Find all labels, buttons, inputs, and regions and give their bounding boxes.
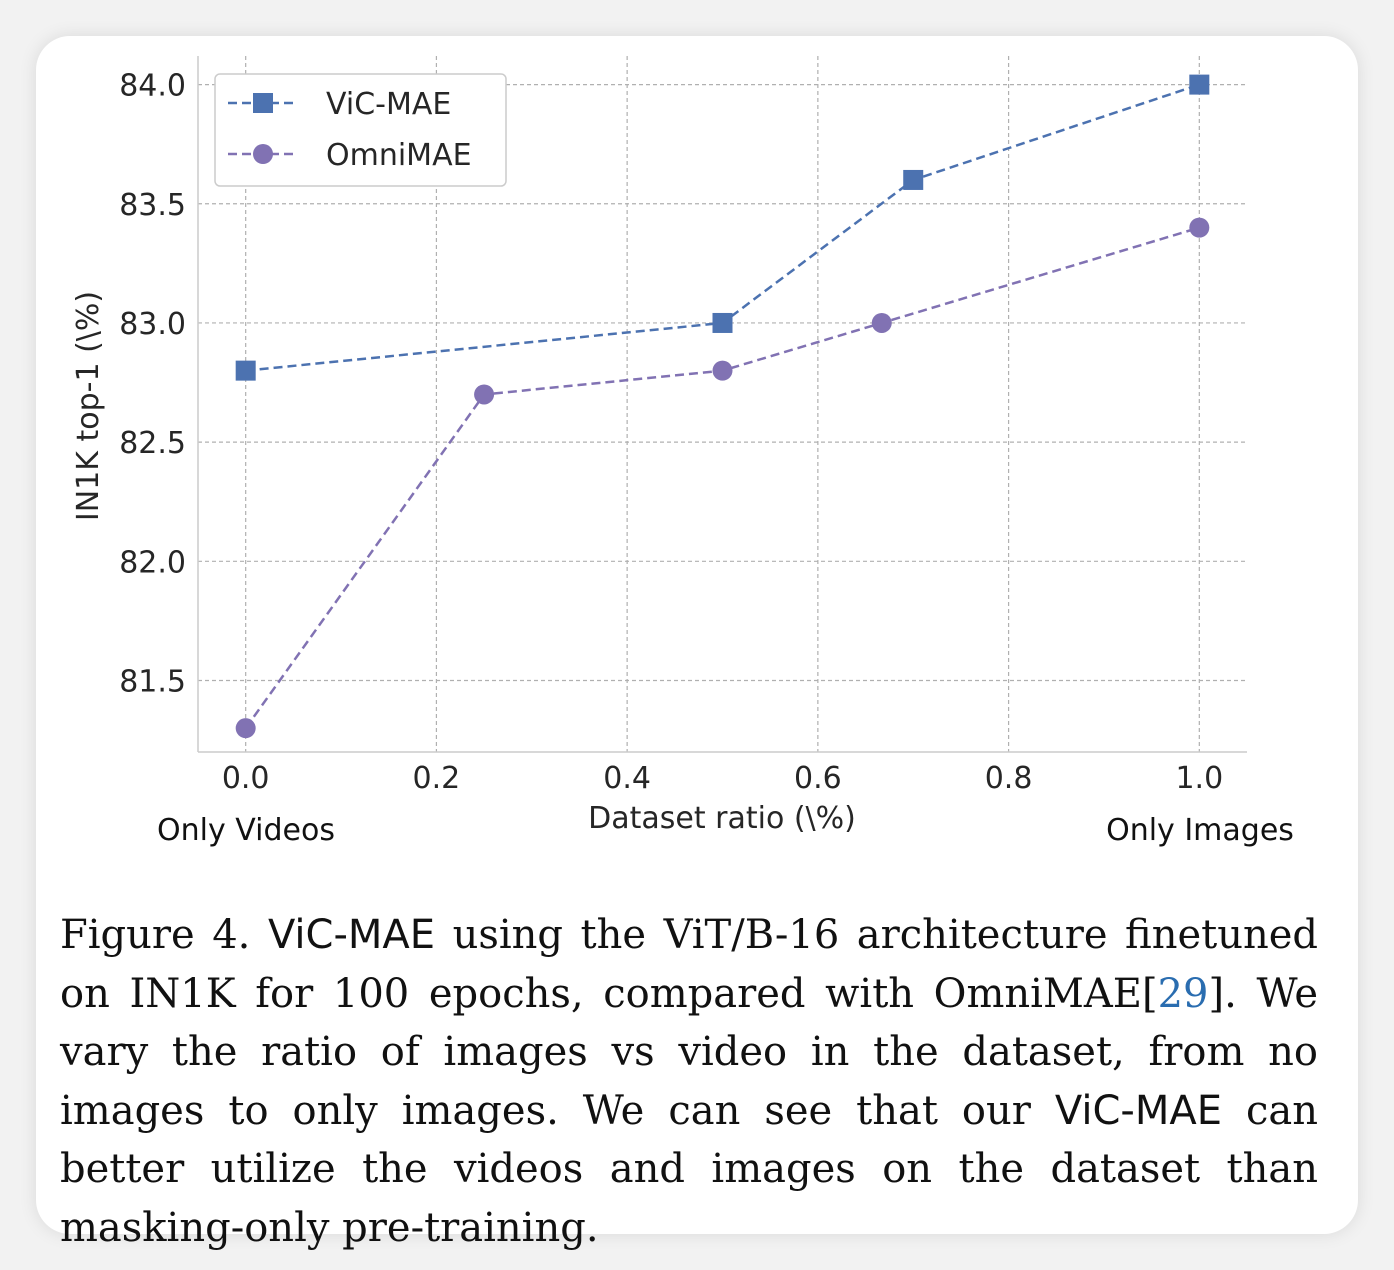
x-tick-label: 0.0 <box>222 761 270 796</box>
axes <box>197 56 1247 753</box>
legend-label-vic-mae: ViC-MAE <box>326 87 451 122</box>
y-tick-label: 83.0 <box>119 307 186 342</box>
line-chart: 0.0 0.2 0.4 0.6 0.8 1.0 81.5 82.0 82.5 83.0 83.5 84… <box>71 56 1294 848</box>
annotation-only-images: Only Images <box>1106 813 1294 848</box>
caption-text-1: using the ViT/B-16 architecture finetune… <box>60 912 1319 1017</box>
y-tick-label: 81.5 <box>119 664 186 699</box>
y-tick-label: 84.0 <box>119 69 186 104</box>
legend: ViC-MAE OmniMAE <box>214 73 507 187</box>
x-tick-label: 0.8 <box>985 761 1033 796</box>
annotation-only-videos: Only Videos <box>157 813 335 848</box>
data-point-vic-mae <box>235 360 256 381</box>
data-point-vic-mae <box>903 169 924 190</box>
legend-marker-vic-mae <box>253 93 273 113</box>
data-point-omnimae <box>235 718 256 739</box>
y-tick-label: 83.5 <box>119 188 186 223</box>
x-tick-label: 0.2 <box>413 761 461 796</box>
series-line-vic-mae <box>245 83 1200 372</box>
data-point-vic-mae <box>1189 74 1210 95</box>
y-axis-label: IN1K top-1 (\%) <box>71 291 106 521</box>
x-tick-label: 0.6 <box>794 761 842 796</box>
series-line-omnimae <box>244 226 1200 729</box>
caption-model-name: ViC-MAE <box>267 912 436 958</box>
x-tick-label: 1.0 <box>1175 761 1223 796</box>
data-point-omnimae <box>474 384 495 405</box>
caption-model-name-2: ViC-MAE <box>1054 1087 1222 1134</box>
y-tick-label: 82.5 <box>119 426 186 461</box>
figure-card <box>36 36 1358 1234</box>
tick-labels: 0.0 0.2 0.4 0.6 0.8 1.0 81.5 82.0 82.5 83.0 83.5 84… <box>119 69 1223 796</box>
data-point-omnimae <box>871 312 892 333</box>
x-axis-label: Dataset ratio (\%) <box>588 801 856 836</box>
data-point-vic-mae <box>712 312 733 333</box>
y-tick-label: 82.0 <box>119 545 186 580</box>
figure-caption: Figure 4. ViC-MAE using the ViT/B-16 arc… <box>60 906 1318 1257</box>
data-point-omnimae <box>1189 217 1210 238</box>
caption-text-3: can better utilize the videos and images… <box>60 1087 1319 1251</box>
data-point-omnimae <box>712 360 733 381</box>
caption-prefix: Figure 4. <box>60 912 251 958</box>
caption-text-2: ]. We vary the ratio of images vs video … <box>60 970 1318 1134</box>
legend-label-omnimae: OmniMAE <box>326 138 472 173</box>
legend-marker-omnimae <box>253 144 273 164</box>
series-group <box>235 74 1210 739</box>
citation-link[interactable]: 29 <box>1157 970 1209 1017</box>
x-tick-label: 0.4 <box>603 761 651 796</box>
